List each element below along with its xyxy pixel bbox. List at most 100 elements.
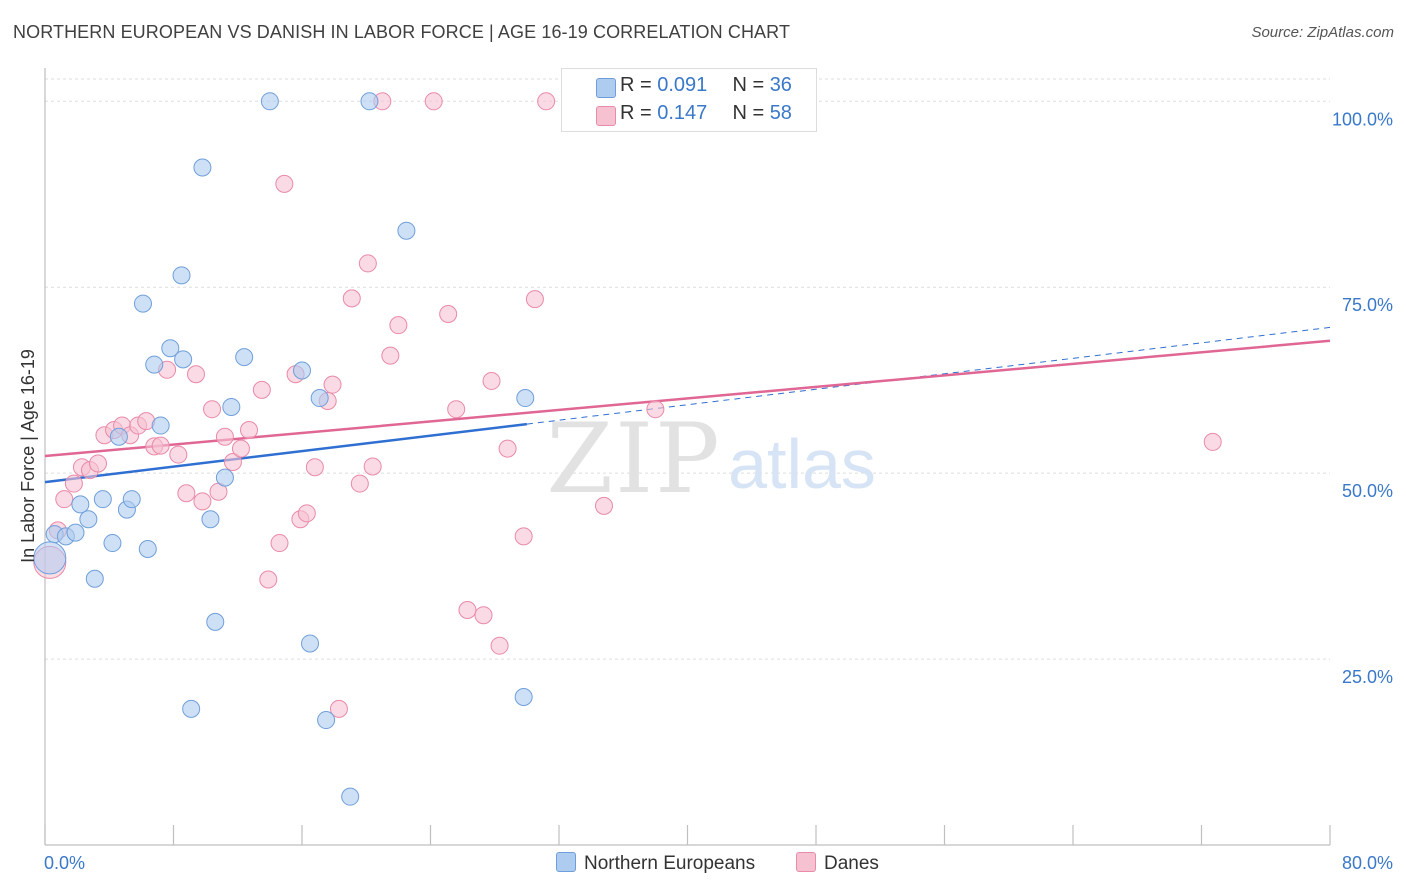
point-danes (514, 527, 533, 546)
point-northern (293, 361, 311, 380)
point-northern (341, 787, 360, 806)
point-northern (109, 427, 128, 446)
point-danes (223, 453, 242, 471)
point-danes (151, 436, 170, 455)
source-label: Source: ZipAtlas.com (1251, 24, 1394, 41)
point-northern (235, 348, 254, 367)
point-danes (275, 174, 294, 193)
point-danes (594, 496, 613, 515)
point-danes (525, 290, 544, 309)
danes-swatch-icon (596, 106, 616, 126)
r-value-danes: 0.147 (657, 102, 708, 124)
y-tick-label: 100.0% (1332, 109, 1393, 129)
point-danes (55, 490, 74, 509)
northern-swatch-icon (556, 852, 576, 872)
point-northern (151, 416, 170, 435)
legend-label-northern: Northern Europeans (584, 853, 756, 874)
r-label: R = (620, 74, 652, 96)
point-danes (389, 316, 408, 335)
data-points (33, 92, 1222, 806)
point-danes (89, 454, 108, 473)
point-danes (482, 371, 501, 390)
point-danes (439, 305, 458, 324)
point-danes (305, 458, 324, 477)
point-danes (186, 365, 205, 384)
point-danes (350, 474, 369, 493)
point-danes (424, 92, 443, 111)
point-danes (1203, 432, 1222, 451)
point-danes (358, 254, 377, 273)
point-danes (177, 484, 196, 503)
point-northern (103, 534, 122, 553)
legend-item-danes[interactable]: Danes (796, 852, 879, 875)
point-northern (172, 266, 191, 285)
point-northern (182, 699, 201, 718)
point-northern (516, 389, 535, 408)
point-northern (145, 355, 164, 374)
axis-labels: In Labor Force | Age 16-19 25.0% 50.0% 75.… (18, 109, 1393, 873)
y-tick-label: 50.0% (1342, 481, 1393, 501)
point-danes (329, 699, 348, 718)
point-danes (381, 346, 400, 365)
r-value-northern: 0.091 (657, 74, 708, 96)
point-danes (537, 92, 556, 111)
point-northern (360, 92, 379, 111)
y-tick-label: 75.0% (1342, 295, 1393, 315)
stats-legend: R = 0.091 N = 36 R = 0.147 N = 58 (561, 68, 817, 132)
watermark: ZIP atlas (546, 403, 876, 515)
point-northern (397, 221, 416, 240)
point-danes (363, 457, 382, 476)
point-northern (301, 634, 320, 653)
point-northern (514, 688, 533, 707)
stats-row-northern: R = 0.091 N = 36 (596, 74, 792, 98)
point-danes (646, 400, 665, 419)
point-danes (252, 380, 271, 399)
point-northern (174, 350, 193, 369)
point-northern (222, 397, 241, 416)
point-danes (169, 445, 188, 464)
x-tick-label: 0.0% (44, 853, 85, 873)
point-danes (342, 289, 361, 308)
point-northern (215, 468, 234, 487)
trend-line-northern (44, 422, 528, 484)
point-danes (215, 427, 234, 446)
point-northern (66, 523, 85, 542)
point-danes (203, 400, 222, 419)
point-northern (161, 339, 180, 358)
point-northern (71, 495, 90, 514)
y-tick-label: 25.0% (1342, 667, 1393, 687)
point-northern (317, 711, 336, 730)
point-northern (201, 510, 220, 529)
point-northern (33, 541, 67, 575)
n-label: N = (732, 102, 765, 124)
point-northern (79, 510, 98, 529)
point-danes (323, 375, 342, 394)
n-value-danes: 58 (769, 102, 792, 124)
point-danes (498, 439, 517, 458)
grid-lines (45, 78, 1330, 660)
point-northern (206, 612, 225, 631)
y-axis-label: In Labor Force | Age 16-19 (18, 349, 38, 563)
point-northern (310, 389, 329, 408)
danes-swatch-icon (796, 852, 816, 872)
chart-title: NORTHERN EUROPEAN VS DANISH IN LABOR FOR… (13, 22, 791, 42)
n-label: N = (732, 74, 765, 96)
point-northern (138, 540, 157, 559)
point-danes (193, 492, 212, 511)
x-tick-label: 80.0% (1342, 853, 1393, 873)
point-danes (231, 439, 250, 458)
point-danes (270, 534, 289, 553)
legend-label-danes: Danes (824, 853, 879, 874)
r-label: R = (620, 102, 652, 124)
point-northern (85, 569, 104, 588)
point-northern (193, 158, 212, 177)
point-northern (260, 92, 279, 111)
watermark-zip: ZIP (546, 403, 721, 515)
legend-item-northern[interactable]: Northern Europeans (556, 852, 755, 875)
point-danes (490, 636, 509, 655)
trend-line-danes (44, 339, 1331, 458)
point-danes (259, 570, 278, 589)
point-northern (133, 294, 152, 313)
point-danes (458, 600, 477, 619)
axes (44, 68, 1331, 846)
